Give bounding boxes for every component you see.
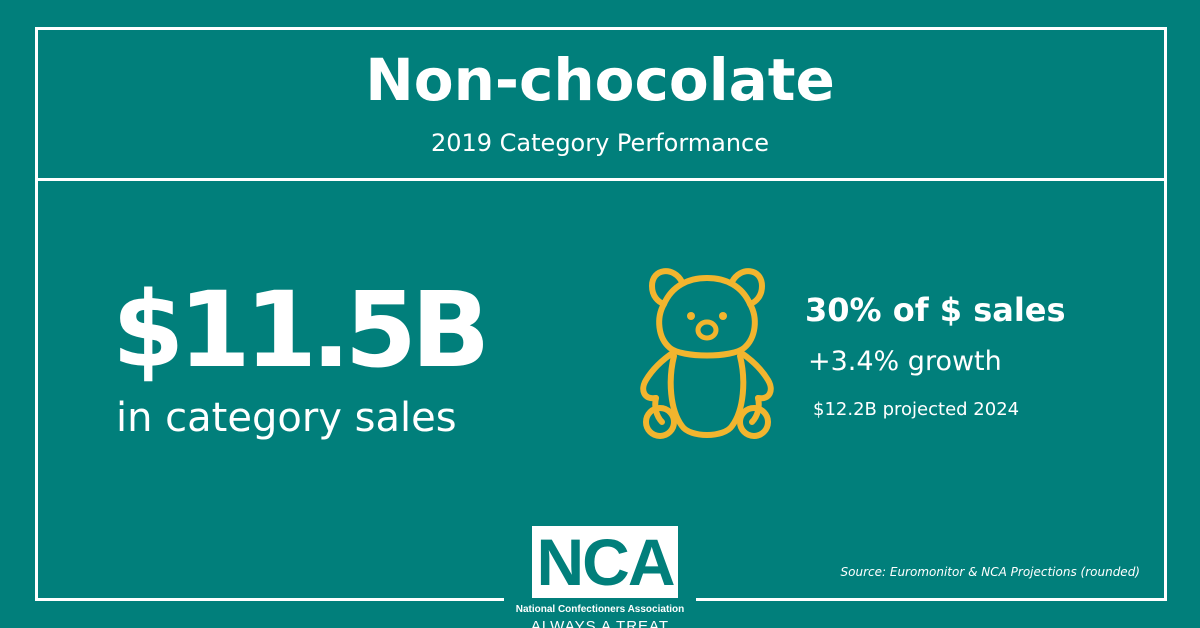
growth-rate: +3.4% growth <box>808 346 1002 377</box>
nca-tagline: ALWAYS A TREAT <box>530 618 670 628</box>
header-divider-line <box>35 178 1167 181</box>
share-of-sales: 30% of $ sales <box>805 291 1066 329</box>
category-sales-caption: in category sales <box>116 395 457 441</box>
nca-logo-letters: NCA <box>536 525 676 599</box>
page-title: Non-chocolate <box>365 46 835 114</box>
nca-logo: NCA National Confectioners Association A… <box>504 520 696 628</box>
projected-sales: $12.2B projected 2024 <box>813 399 1020 420</box>
source-note: Source: Euromonitor & NCA Projections (r… <box>840 565 1140 579</box>
category-sales-value: $11.5B <box>112 269 490 391</box>
nca-organization-name: National Confectioners Association <box>515 604 685 615</box>
frame-right-line <box>1164 27 1167 601</box>
gummy-bear-icon <box>640 268 774 439</box>
page-subtitle: 2019 Category Performance <box>430 129 770 157</box>
nca-logo-box: NCA <box>532 526 678 598</box>
frame-left-line <box>35 27 38 601</box>
frame-top-line <box>35 27 1167 30</box>
